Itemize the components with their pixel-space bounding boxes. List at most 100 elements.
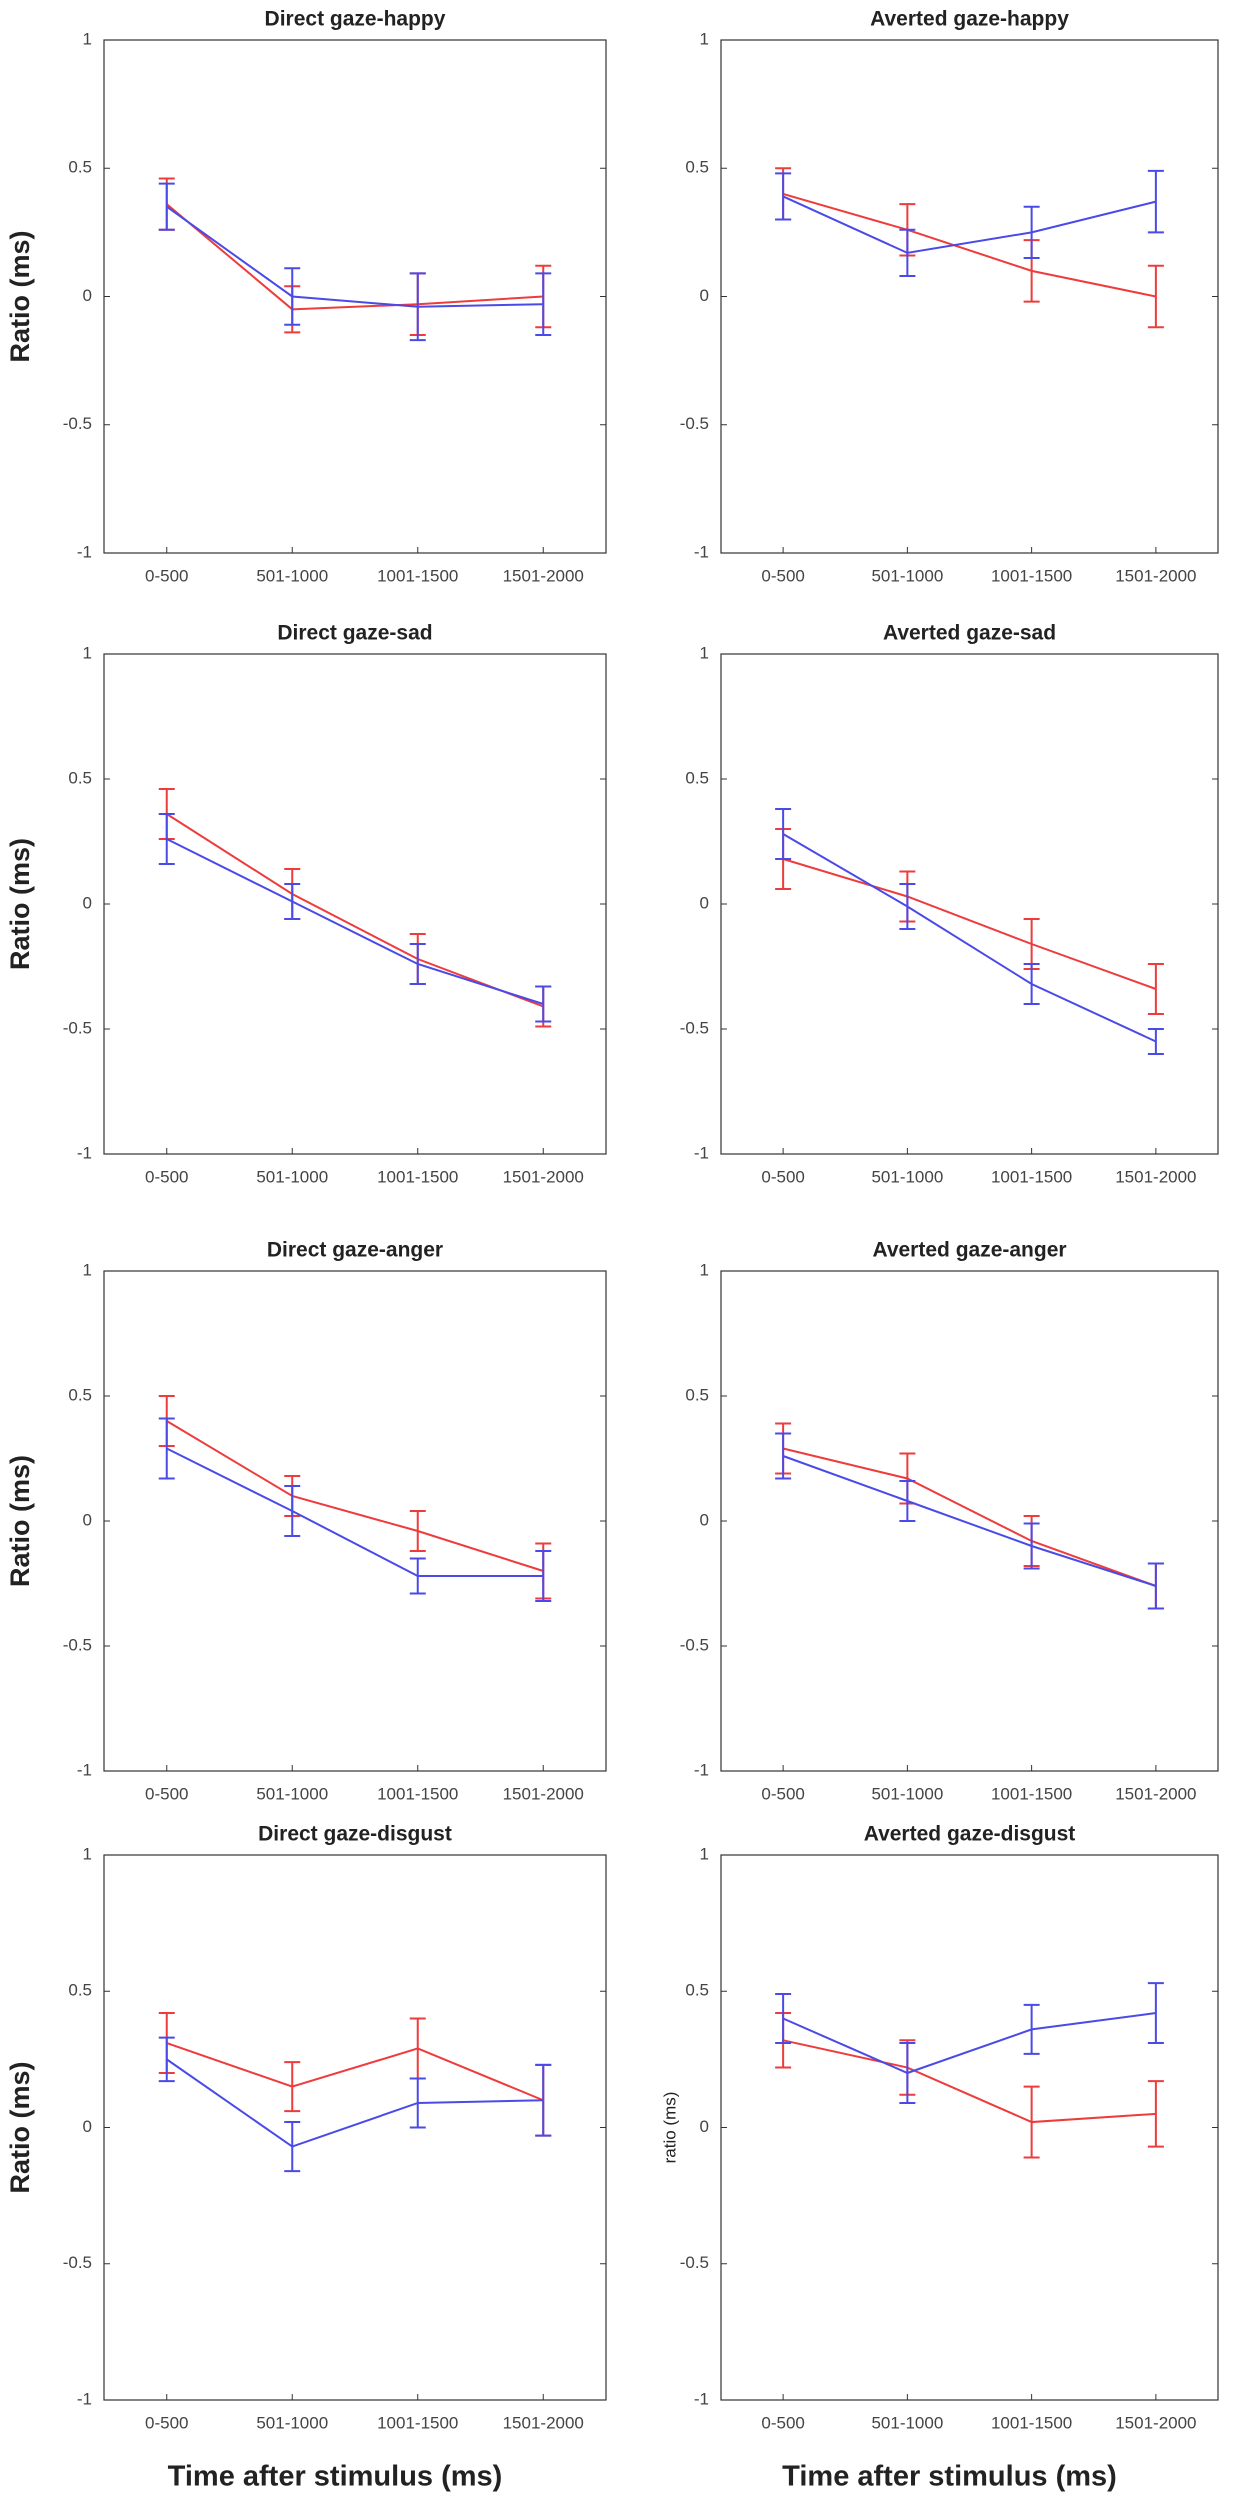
error-bar xyxy=(1023,918,1040,970)
x-tick-label: 0-500 xyxy=(145,1784,188,1803)
chart-title: Averted gaze-happy xyxy=(870,8,1069,31)
error-bar xyxy=(284,883,301,920)
x-axis-label: Time after stimulus (ms) xyxy=(168,2461,503,2493)
y-tick-label: 0.5 xyxy=(68,1385,92,1404)
series-line xyxy=(166,203,544,311)
x-tick-label: 1001-1500 xyxy=(991,1784,1072,1803)
y-tick-label: -1 xyxy=(77,542,92,561)
y-tick-label: 0 xyxy=(83,286,92,305)
error-bar xyxy=(409,1557,426,1595)
y-tick-label: 0 xyxy=(700,2117,709,2136)
error-bar xyxy=(1147,963,1164,1015)
plot-frame xyxy=(103,1270,607,1772)
series-line xyxy=(782,2039,1156,2124)
error-bar xyxy=(409,272,426,342)
series-line xyxy=(166,838,544,1005)
error-bar xyxy=(1147,264,1164,329)
y-tick-label: 1 xyxy=(83,29,92,48)
error-bar xyxy=(535,272,552,336)
y-tick-label: 1 xyxy=(700,29,709,48)
y-axis-label: Ratio (ms) xyxy=(5,2061,35,2193)
y-tick-label: -1 xyxy=(694,542,709,561)
y-tick-label: 0.5 xyxy=(68,768,92,787)
y-tick-label: 0 xyxy=(700,893,709,912)
y-tick-label: -1 xyxy=(77,1760,92,1779)
series-line xyxy=(166,2042,544,2102)
x-tick-label: 0-500 xyxy=(145,1167,188,1186)
y-axis-label: Ratio (ms) xyxy=(5,1455,35,1587)
x-tick-label: 1501-2000 xyxy=(503,1167,584,1186)
error-bar xyxy=(775,1432,792,1480)
error-bar xyxy=(409,943,426,985)
error-bar xyxy=(158,2036,175,2083)
y-tick-label: -0.5 xyxy=(680,1018,709,1037)
error-bar xyxy=(1023,205,1040,260)
y-tick-label: 0.5 xyxy=(68,158,92,177)
chart-title: Direct gaze-anger xyxy=(267,1239,443,1262)
error-bar xyxy=(284,267,301,326)
x-tick-label: 1001-1500 xyxy=(377,2413,458,2432)
series-line xyxy=(166,205,544,308)
error-bar xyxy=(1023,2085,1040,2159)
y-tick-label: -1 xyxy=(77,2389,92,2408)
x-tick-label: 501-1000 xyxy=(256,1167,328,1186)
x-tick-label: 1501-2000 xyxy=(503,1784,584,1803)
y-tick-label: -0.5 xyxy=(63,414,92,433)
error-bar xyxy=(899,2042,916,2104)
plot-frame xyxy=(720,653,1219,1155)
x-tick-label: 1001-1500 xyxy=(991,566,1072,585)
x-tick-label: 0-500 xyxy=(761,2413,804,2432)
y-tick-label: 1 xyxy=(83,1844,92,1863)
series-line xyxy=(166,2058,544,2148)
y-tick-label: -0.5 xyxy=(680,1635,709,1654)
x-tick-label: 501-1000 xyxy=(871,1167,943,1186)
y-tick-label: 0.5 xyxy=(685,1981,709,2000)
series-line xyxy=(782,2012,1157,2075)
x-tick-label: 0-500 xyxy=(761,1167,804,1186)
error-bar xyxy=(1023,2003,1040,2055)
error-bar xyxy=(158,813,175,865)
x-tick-label: 1001-1500 xyxy=(991,1167,1072,1186)
chart-title: Averted gaze-disgust xyxy=(864,1823,1076,1846)
y-tick-label: -0.5 xyxy=(680,414,709,433)
series-line xyxy=(782,195,1157,254)
x-tick-label: 0-500 xyxy=(761,566,804,585)
x-tick-label: 501-1000 xyxy=(256,1784,328,1803)
series-line xyxy=(782,1447,1157,1587)
error-bar xyxy=(284,2061,301,2113)
x-tick-label: 501-1000 xyxy=(256,2413,328,2432)
plot-frame xyxy=(720,39,1219,554)
series-line xyxy=(782,833,1157,1043)
series-line xyxy=(782,1455,1157,1587)
x-tick-label: 1501-2000 xyxy=(1115,1784,1196,1803)
x-tick-label: 501-1000 xyxy=(256,566,328,585)
x-tick-label: 0-500 xyxy=(145,2413,188,2432)
error-bar xyxy=(535,2063,552,2137)
series-line xyxy=(782,192,1157,298)
error-bar xyxy=(775,172,792,221)
error-bar xyxy=(1147,2080,1164,2148)
y-tick-label: 0 xyxy=(83,893,92,912)
y-tick-label: -0.5 xyxy=(680,2253,709,2272)
chart-title: Direct gaze-disgust xyxy=(258,1823,452,1846)
error-bar xyxy=(409,1510,426,1552)
error-bar xyxy=(1023,963,1040,1005)
y-tick-label: 0 xyxy=(700,286,709,305)
x-tick-label: 0-500 xyxy=(761,1784,804,1803)
y-tick-label: 1 xyxy=(83,1260,92,1279)
error-bar xyxy=(1147,1982,1164,2045)
error-bar xyxy=(284,2121,301,2173)
plot-frame xyxy=(720,1270,1219,1772)
error-bar xyxy=(775,808,792,860)
y-tick-label: 0.5 xyxy=(68,1981,92,2000)
x-tick-label: 501-1000 xyxy=(871,2413,943,2432)
y-axis-label: Ratio (ms) xyxy=(5,838,35,970)
y-axis-label: ratio (ms) xyxy=(660,2092,679,2164)
error-bar xyxy=(899,883,916,930)
chart-title: Averted gaze-sad xyxy=(883,622,1056,645)
x-tick-label: 0-500 xyxy=(145,566,188,585)
y-tick-label: -1 xyxy=(77,1143,92,1162)
x-tick-label: 501-1000 xyxy=(871,1784,943,1803)
error-bar xyxy=(1147,169,1164,234)
